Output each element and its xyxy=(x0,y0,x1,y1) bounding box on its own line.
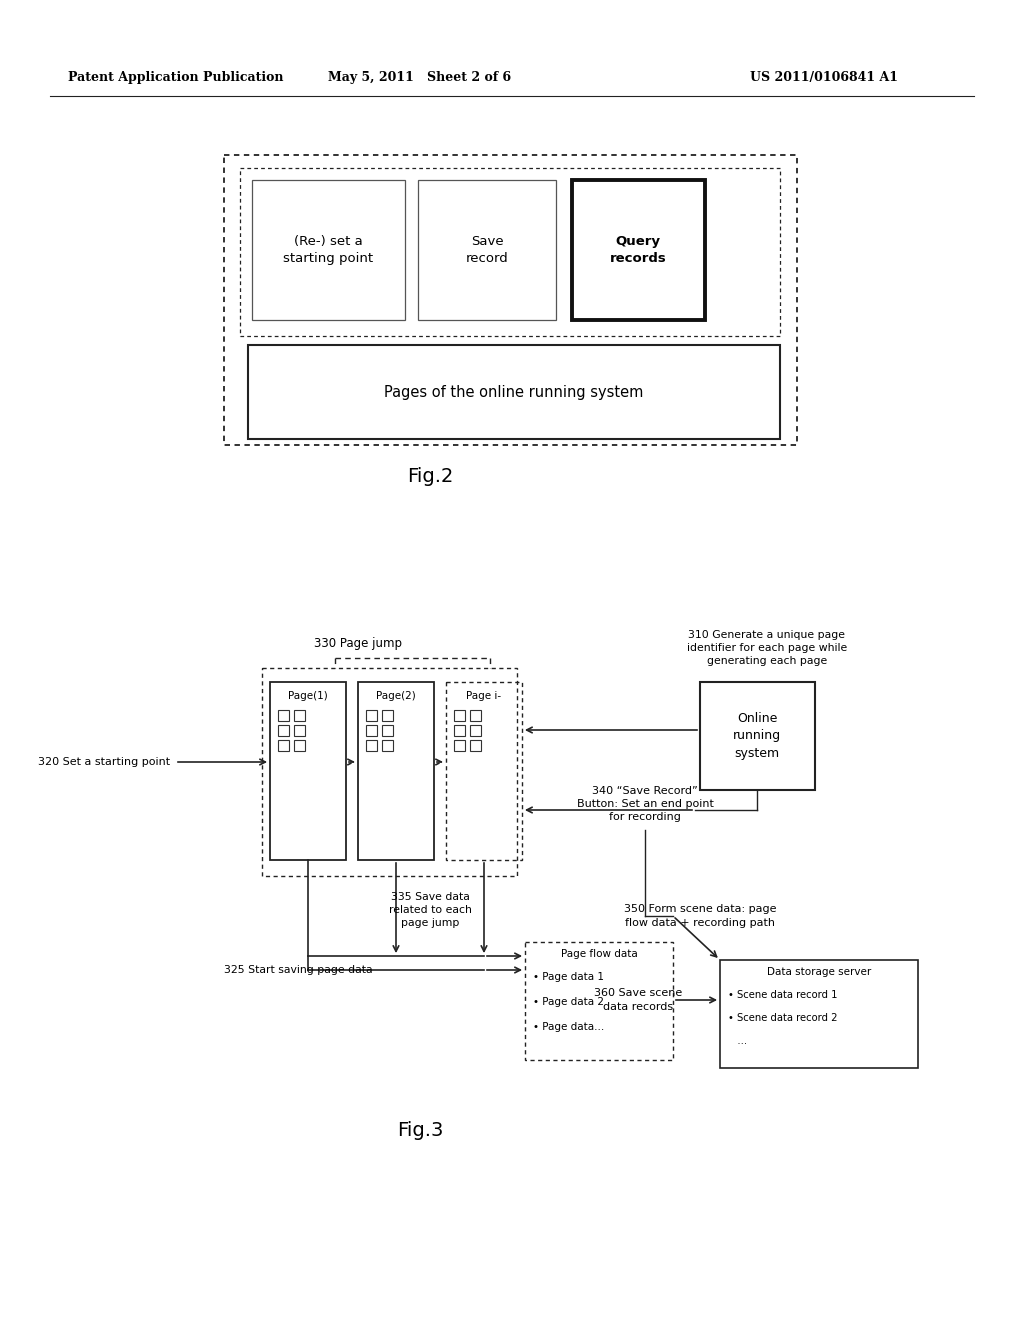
Bar xyxy=(572,180,705,319)
Text: Online
running
system: Online running system xyxy=(733,713,781,759)
Bar xyxy=(294,741,305,751)
Text: Fig.2: Fig.2 xyxy=(407,466,454,486)
Text: Pages of the online running system: Pages of the online running system xyxy=(384,384,644,400)
Bar xyxy=(366,725,377,737)
Bar xyxy=(525,942,673,1060)
Text: Save
record: Save record xyxy=(466,235,508,265)
Text: • Scene data record 2: • Scene data record 2 xyxy=(728,1012,838,1023)
Bar xyxy=(720,960,918,1068)
Text: May 5, 2011   Sheet 2 of 6: May 5, 2011 Sheet 2 of 6 xyxy=(329,71,512,84)
Bar xyxy=(454,710,465,721)
Bar xyxy=(470,710,481,721)
Bar xyxy=(358,682,434,861)
Text: 340 “Save Record”
Button: Set an end point
for recording: 340 “Save Record” Button: Set an end poi… xyxy=(577,785,714,822)
Bar xyxy=(446,682,522,861)
Text: • Scene data record 1: • Scene data record 1 xyxy=(728,990,838,1001)
Bar xyxy=(470,725,481,737)
Bar xyxy=(366,710,377,721)
Text: Page(1): Page(1) xyxy=(288,690,328,701)
Text: 310 Generate a unique page
identifier for each page while
generating each page: 310 Generate a unique page identifier fo… xyxy=(687,630,847,667)
Bar xyxy=(252,180,406,319)
Bar xyxy=(294,710,305,721)
Text: • Page data...: • Page data... xyxy=(534,1022,604,1032)
Bar xyxy=(382,710,393,721)
Text: • Page data 2: • Page data 2 xyxy=(534,997,604,1007)
Bar xyxy=(382,725,393,737)
Bar xyxy=(382,741,393,751)
Bar xyxy=(454,725,465,737)
Bar xyxy=(700,682,815,789)
Text: Patent Application Publication: Patent Application Publication xyxy=(68,71,284,84)
Bar xyxy=(366,741,377,751)
Bar xyxy=(454,741,465,751)
Text: Fig.3: Fig.3 xyxy=(397,1121,443,1139)
Bar xyxy=(418,180,556,319)
Bar xyxy=(248,345,780,440)
Bar xyxy=(270,682,346,861)
Bar xyxy=(224,154,797,445)
Text: US 2011/0106841 A1: US 2011/0106841 A1 xyxy=(750,71,898,84)
Bar xyxy=(262,668,517,876)
Bar xyxy=(240,168,780,337)
Text: 350 Form scene data: page
flow data + recording path: 350 Form scene data: page flow data + re… xyxy=(624,904,776,928)
Bar xyxy=(278,710,289,721)
Text: (Re-) set a
starting point: (Re-) set a starting point xyxy=(283,235,373,265)
Bar xyxy=(294,725,305,737)
Text: Page flow data: Page flow data xyxy=(560,949,637,960)
Text: • Page data 1: • Page data 1 xyxy=(534,972,604,982)
Text: Query
records: Query records xyxy=(609,235,667,265)
Text: 360 Save scene
data records: 360 Save scene data records xyxy=(594,989,682,1011)
Text: 335 Save data
related to each
page jump: 335 Save data related to each page jump xyxy=(388,892,471,928)
Text: Page i-: Page i- xyxy=(467,690,502,701)
Bar xyxy=(278,741,289,751)
Text: 320 Set a starting point: 320 Set a starting point xyxy=(38,756,170,767)
Text: 330 Page jump: 330 Page jump xyxy=(314,638,402,651)
Bar xyxy=(278,725,289,737)
Text: Page(2): Page(2) xyxy=(376,690,416,701)
Text: ...: ... xyxy=(728,1036,748,1045)
Bar xyxy=(470,741,481,751)
Text: 325 Start saving page data: 325 Start saving page data xyxy=(223,965,373,975)
Text: Data storage server: Data storage server xyxy=(767,968,871,977)
